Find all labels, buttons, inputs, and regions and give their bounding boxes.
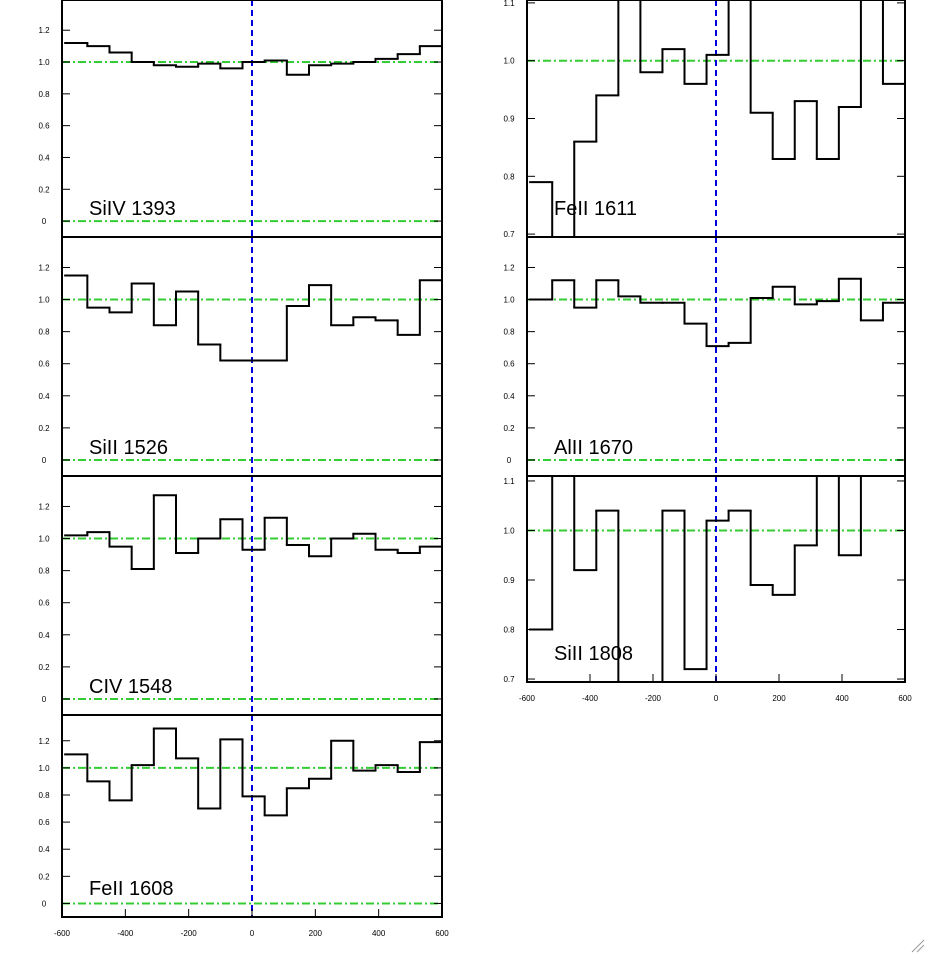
y-tick-label: 0.8 [38,791,50,800]
y-tick-label: 0.8 [38,567,50,576]
y-tick-label: 0 [42,899,47,908]
y-tick-label: 0.2 [38,424,50,433]
x-tick-label: 0 [250,929,255,938]
y-tick-label: 1.2 [38,26,50,35]
line-label: FeII 1608 [89,878,174,900]
y-tick-label: 1.2 [38,737,50,746]
y-tick-label: 0 [507,456,512,465]
y-tick-label: 0.6 [38,122,50,131]
line-label: SiII 1808 [554,643,633,665]
y-tick-label: 0.4 [38,631,50,640]
y-tick-label: 1.0 [38,535,50,544]
y-tick-label: 0 [42,456,47,465]
x-tick-label: -200 [181,929,198,938]
x-tick-label: -200 [645,694,662,703]
y-tick-label: 1.1 [503,477,515,486]
y-tick-label: 0.7 [503,675,515,684]
y-tick-label: 0.4 [503,392,515,401]
line-label: CIV 1548 [89,676,172,698]
x-tick-label: -600 [519,694,536,703]
y-tick-label: 0.8 [38,90,50,99]
y-tick-label: 1.0 [503,57,515,66]
x-tick-label: 400 [835,694,849,703]
y-tick-label: 0 [42,217,47,226]
line-label: AlII 1670 [554,437,633,459]
x-tick-label: 600 [898,694,912,703]
panel [527,476,905,682]
x-tick-label: -600 [54,929,71,938]
y-tick-label: 0.6 [38,818,50,827]
resize-grip [911,939,925,953]
y-tick-label: 1.0 [38,764,50,773]
panel [62,715,442,917]
y-tick-label: 0.8 [503,626,515,635]
y-tick-label: 0.6 [503,360,515,369]
panel [62,476,442,715]
y-tick-label: 0.8 [38,328,50,337]
line-label: SiII 1526 [89,437,168,459]
y-tick-label: 0.9 [503,576,515,585]
y-tick-label: 0.4 [38,845,50,854]
line-label: FeII 1611 [554,198,637,220]
y-tick-label: 1.0 [503,296,515,305]
line-label: SiIV 1393 [89,198,176,220]
panel [527,0,905,237]
x-tick-label: -400 [117,929,134,938]
y-tick-label: 0.6 [38,599,50,608]
panel [527,237,905,476]
y-tick-label: 0.7 [503,230,515,239]
y-tick-label: 0.6 [38,360,50,369]
x-tick-label: 200 [309,929,323,938]
y-tick-label: 0.8 [503,328,515,337]
y-tick-label: 1.1 [503,0,515,8]
y-tick-label: 0.2 [38,185,50,194]
panel [62,0,442,237]
x-tick-label: 400 [372,929,386,938]
y-tick-label: 1.2 [38,263,50,272]
y-tick-label: 0.8 [503,172,515,181]
y-tick-label: 1.0 [503,526,515,535]
y-tick-label: 0.4 [38,392,50,401]
y-tick-label: 0.2 [38,663,50,672]
x-tick-label: 600 [435,929,449,938]
y-tick-label: 1.0 [38,296,50,305]
y-tick-label: 0 [42,695,47,704]
panel [62,237,442,476]
y-tick-label: 0.9 [503,115,515,124]
y-tick-label: 1.2 [38,502,50,511]
y-tick-label: 0.4 [38,153,50,162]
y-tick-label: 0.2 [38,872,50,881]
x-tick-label: -400 [582,694,599,703]
x-tick-label: 200 [772,694,786,703]
y-tick-label: 1.0 [38,58,50,67]
y-tick-label: 0.2 [503,424,515,433]
x-tick-label: 0 [714,694,719,703]
y-tick-label: 1.2 [503,263,515,272]
